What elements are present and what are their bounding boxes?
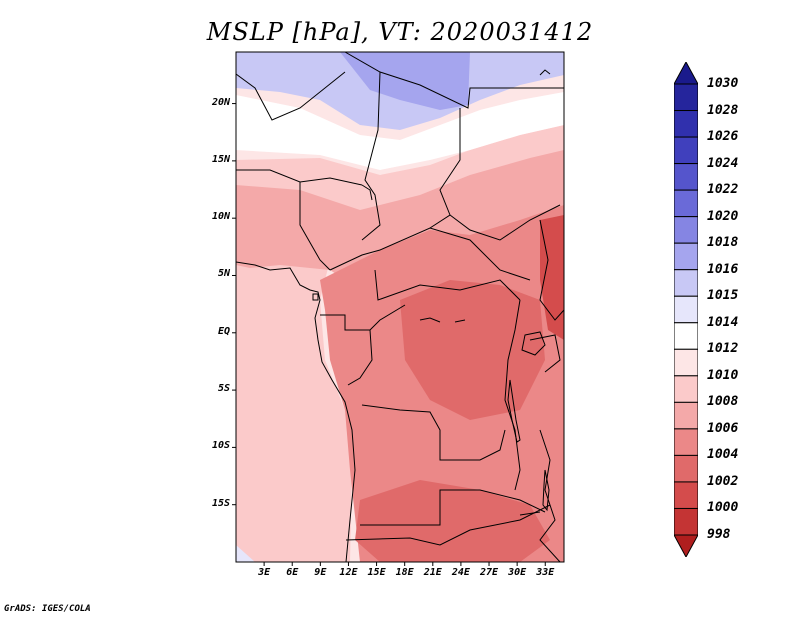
river-niger xyxy=(361,184,373,201)
legend-swatch xyxy=(674,481,698,509)
north-east-coast xyxy=(539,69,551,76)
border-nigeria-cameroon xyxy=(299,182,331,271)
lat-label: 15S xyxy=(211,497,230,509)
border-drc-angola xyxy=(361,404,506,461)
border-congo-drc xyxy=(347,329,373,386)
lat-label: EQ xyxy=(217,325,230,337)
legend-swatch xyxy=(674,189,698,218)
legend-swatch xyxy=(674,295,698,324)
legend-value: 1030 xyxy=(707,76,739,91)
legend-swatch xyxy=(674,136,698,165)
legend-value: 1022 xyxy=(707,182,739,198)
lat-label: 15N xyxy=(211,153,230,165)
legend-value: 1028 xyxy=(707,102,739,118)
lon-label: 18E xyxy=(395,567,414,578)
legend-value: 1004 xyxy=(707,447,739,463)
coastline-west-africa xyxy=(236,261,356,562)
zone-congo-basin-low xyxy=(400,280,545,420)
legend-swatch xyxy=(674,242,698,271)
lat-label: 5S xyxy=(217,383,230,395)
lon-label: 9E xyxy=(314,567,327,578)
border-car-drc xyxy=(374,269,521,301)
border-namibia xyxy=(345,504,551,546)
legend-value: 1006 xyxy=(707,420,739,436)
border-east-1 xyxy=(539,219,564,321)
borders xyxy=(236,52,564,562)
lon-label: 12E xyxy=(339,567,358,578)
lon-label: 3E xyxy=(258,567,271,578)
grads-credit: GrADS: IGES/COLA xyxy=(4,604,91,614)
border-north-2 xyxy=(236,71,346,121)
legend-value: 1026 xyxy=(707,129,739,145)
border-niger-chad xyxy=(361,71,381,241)
legend-swatch xyxy=(674,348,698,377)
legend-swatch xyxy=(674,454,698,483)
zone-sahara-belt xyxy=(236,92,564,170)
border-cameroon-car xyxy=(329,227,531,281)
lake-malawi xyxy=(542,469,550,512)
river-congo-2 xyxy=(454,319,466,323)
zone-atlantic-ocean xyxy=(236,180,352,562)
legend-value: 1020 xyxy=(707,208,739,224)
lat-label: 10S xyxy=(211,440,230,452)
legend-swatch xyxy=(674,269,698,297)
lake-tanganyika xyxy=(507,379,521,443)
legend-arrow-top xyxy=(674,62,698,85)
lon-label: 30E xyxy=(508,567,527,578)
legend-swatch xyxy=(674,428,698,456)
legend-value: 1015 xyxy=(707,288,739,304)
zone-southwest-high xyxy=(236,545,255,562)
legend-swatch xyxy=(674,401,698,430)
legend-value: 1016 xyxy=(707,261,739,277)
lat-label: 20N xyxy=(211,96,230,108)
legend-arrow-bottom xyxy=(674,534,698,557)
border-chad-sudan xyxy=(429,108,461,229)
border-north-1 xyxy=(344,52,564,109)
border-angola-zambia xyxy=(360,489,546,526)
lon-label: 15E xyxy=(367,567,386,578)
legend-value: 1024 xyxy=(707,155,739,171)
zone-sahara-core xyxy=(340,52,470,110)
legend-value: 1010 xyxy=(707,367,739,383)
lat-label: 5N xyxy=(217,268,230,280)
lat-label: 10N xyxy=(211,211,230,223)
legend-swatch xyxy=(674,163,698,191)
lon-label: 21E xyxy=(423,567,442,578)
legend-value: 998 xyxy=(707,527,731,542)
legend-colorbar xyxy=(674,62,698,557)
lake-victoria xyxy=(521,331,546,356)
legend-swatch xyxy=(674,216,698,244)
island-bioko xyxy=(312,293,319,301)
legend-swatch xyxy=(674,507,698,536)
border-sudan-south xyxy=(449,204,561,241)
border-gabon-congo xyxy=(320,304,406,331)
legend-value: 1018 xyxy=(707,235,739,251)
lon-label: 6E xyxy=(286,567,299,578)
legend-value: 1012 xyxy=(707,341,739,357)
lon-label: 27E xyxy=(479,567,499,578)
legend-value: 1002 xyxy=(707,473,739,489)
legend-swatch xyxy=(674,322,698,350)
legend-value: 1014 xyxy=(707,314,739,330)
legend-value: 1008 xyxy=(707,394,739,410)
legend-value: 1000 xyxy=(707,500,739,516)
border-east-3 xyxy=(539,429,561,562)
legend-swatch xyxy=(674,110,698,138)
zone-sahel-transition xyxy=(236,125,564,210)
map-title: MSLP [hPa], VT: 2020031412 xyxy=(206,18,594,46)
lon-label: 24E xyxy=(451,567,470,578)
map-frame xyxy=(235,51,565,563)
river-congo-1 xyxy=(419,317,441,323)
lake-kariba xyxy=(519,511,541,516)
lon-label: 33E xyxy=(536,567,555,578)
zone-angola-zambia-low xyxy=(355,480,550,562)
border-east-lakes xyxy=(504,299,521,491)
axis-ticks xyxy=(232,103,546,566)
legend-swatch xyxy=(674,375,698,403)
legend-swatch xyxy=(674,83,698,112)
